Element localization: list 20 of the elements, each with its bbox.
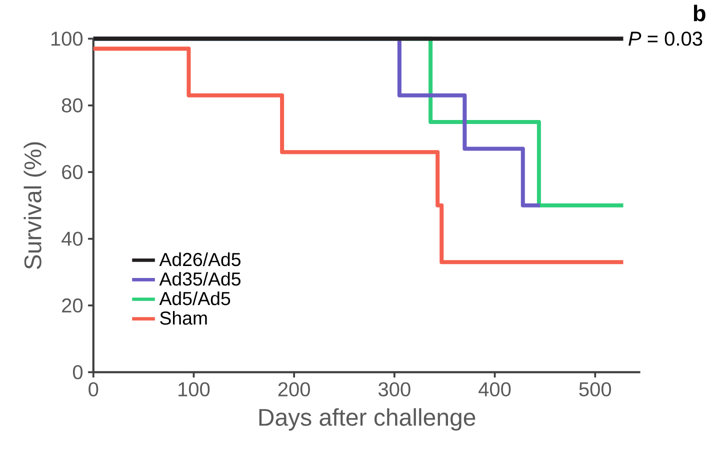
x-axis-title: Days after challenge: [259, 408, 476, 431]
y-tick-label: 40: [62, 232, 83, 246]
y-tick-label: 60: [62, 165, 83, 180]
x-tick-label: 200: [278, 382, 310, 396]
y-tick-label: 20: [62, 298, 83, 313]
annotation: P = 0.03: [628, 32, 702, 46]
y-tick-label: 0: [72, 365, 83, 380]
x-tick-label: 100: [178, 382, 210, 396]
legend-label: Sham: [160, 311, 207, 325]
y-axis-title: Survival (%): [24, 142, 46, 270]
y-tick-label: 100: [51, 32, 83, 46]
x-tick-label: 400: [478, 382, 511, 396]
text: b: [694, 4, 706, 22]
x-tick-label: 500: [579, 382, 612, 396]
x-tick-label: 0: [88, 382, 98, 396]
legend-label: Ad5/Ad5: [159, 292, 230, 306]
legend-label: Ad26/Ad5: [159, 252, 240, 266]
x-tick-label: 300: [378, 382, 410, 396]
legend-label: Ad35/Ad5: [159, 272, 240, 286]
y-tick-label: 80: [62, 98, 83, 113]
